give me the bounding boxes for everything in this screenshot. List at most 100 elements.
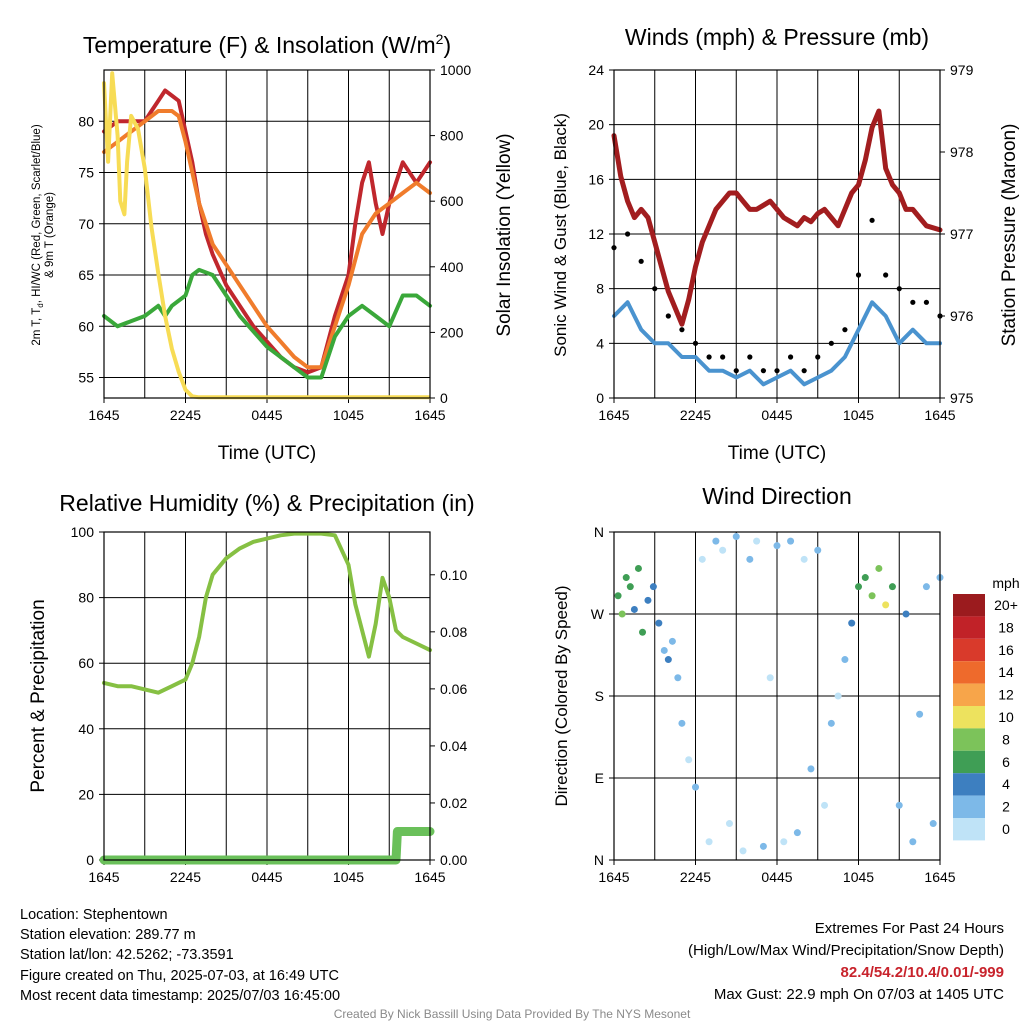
gust-point xyxy=(883,272,889,278)
direction-point xyxy=(634,564,642,572)
gust-point xyxy=(760,368,767,374)
direction-point xyxy=(685,756,693,764)
temp-ylabel-left: 2m T, Td, HI/WC (Red, Green, Scarlet/Blu… xyxy=(31,124,45,345)
y2-tick-label: 200 xyxy=(440,324,464,340)
colorbar-swatch xyxy=(953,616,985,639)
y-tick-label: 8 xyxy=(596,281,604,297)
colorbar-swatch xyxy=(953,795,985,818)
station-elevation: Station elevation: 289.77 m xyxy=(20,927,196,944)
direction-point xyxy=(668,637,676,645)
direction-point xyxy=(719,546,727,554)
colorbar-swatch xyxy=(953,594,985,617)
gust-point xyxy=(747,354,753,360)
y2-tick-label: 0.00 xyxy=(440,852,467,868)
y2-tick-label: 976 xyxy=(950,308,974,324)
gust-point xyxy=(733,368,739,374)
max-gust: Max Gust: 22.9 mph On 07/03 at 1405 UTC xyxy=(713,986,1004,1003)
colorbar-swatch xyxy=(953,773,985,796)
direction-point xyxy=(698,555,706,563)
plot-frame xyxy=(103,531,431,861)
colorbar-label: 0 xyxy=(1002,821,1010,837)
y-tick-label: N xyxy=(594,852,604,868)
dir-panel-title: Wind Direction xyxy=(702,483,852,509)
figure-created: Figure created on Thu, 2025-07-03, at 16… xyxy=(20,967,339,984)
y2-tick-label: 400 xyxy=(440,259,464,275)
direction-point xyxy=(875,564,883,572)
gust-point xyxy=(624,231,631,237)
y-tick-label: 80 xyxy=(78,590,94,606)
gust-point xyxy=(652,286,658,292)
y-tick-label: 80 xyxy=(78,113,94,129)
x-tick-label: 2245 xyxy=(170,407,201,423)
direction-point xyxy=(753,537,761,545)
temp-xlabel: Time (UTC) xyxy=(218,443,317,464)
recent-timestamp: Most recent data timestamp: 2025/07/03 1… xyxy=(20,987,341,1004)
y-tick-label: 4 xyxy=(596,335,604,351)
x-tick-label: 1645 xyxy=(598,869,629,885)
gust-point xyxy=(720,354,726,360)
y-tick-label: E xyxy=(595,770,604,786)
gust-point xyxy=(679,327,685,333)
direction-point xyxy=(725,820,733,828)
gust-point xyxy=(801,368,807,374)
x-tick-label: 1645 xyxy=(924,869,955,885)
gust-point xyxy=(665,313,671,319)
station-latlon: Station lat/lon: 42.5262; -73.3591 xyxy=(20,947,234,964)
direction-point xyxy=(814,546,822,554)
y-tick-label: 60 xyxy=(78,318,94,334)
direction-point xyxy=(855,583,862,591)
y2-tick-label: 977 xyxy=(950,226,974,242)
y-tick-label: 20 xyxy=(78,786,94,802)
x-tick-label: 1645 xyxy=(88,869,119,885)
extremes-legend: (High/Low/Max Wind/Precipitation/Snow De… xyxy=(688,942,1004,959)
direction-point xyxy=(827,719,835,727)
direction-point xyxy=(800,555,808,563)
colorbar-label: 20+ xyxy=(994,597,1018,613)
gust-point xyxy=(869,217,875,223)
series-station-pressure xyxy=(611,108,943,327)
direction-point xyxy=(902,610,910,618)
gust-point xyxy=(855,272,862,278)
extremes-box: Extremes For Past 24 Hours (High/Low/Max… xyxy=(688,918,1004,1006)
x-tick-label: 2245 xyxy=(170,869,201,885)
direction-point xyxy=(622,574,630,582)
y-tick-label: 70 xyxy=(78,216,94,232)
x-tick-label: 1045 xyxy=(843,407,874,423)
extremes-title: Extremes For Past 24 Hours xyxy=(814,920,1004,937)
gust-point xyxy=(896,286,902,292)
winds-pressure-chart: 0 4 8 12 16 20 24 975 976 977 978 979 1645 2245 0445 10… xyxy=(588,62,973,423)
direction-point xyxy=(868,592,876,600)
colorbar-label: 10 xyxy=(998,709,1014,725)
gust-point xyxy=(787,354,794,360)
direction-point xyxy=(929,820,937,828)
y2-tick-label: 979 xyxy=(950,62,974,78)
series-rh xyxy=(102,531,432,695)
series-td xyxy=(102,267,432,380)
series-solar-insolation xyxy=(102,71,431,400)
direction-point xyxy=(644,596,652,604)
direction-point xyxy=(626,583,634,591)
x-tick-label: 2245 xyxy=(680,869,711,885)
x-tick-label: 1645 xyxy=(598,407,629,423)
colorbar-swatch xyxy=(953,683,985,706)
direction-point xyxy=(834,692,842,700)
y-tick-label: N xyxy=(594,524,604,540)
temp-ylabel-left-line2: & 9m T (Orange) xyxy=(44,192,56,278)
x-tick-label: 1645 xyxy=(88,407,119,423)
x-tick-label: 1045 xyxy=(333,869,364,885)
direction-point xyxy=(712,537,720,545)
y2-tick-label: 978 xyxy=(950,144,974,160)
colorbar-swatch xyxy=(953,638,985,662)
gust-point xyxy=(706,354,712,360)
direction-point xyxy=(649,583,657,591)
y2-tick-label: 1000 xyxy=(440,62,471,78)
direction-point xyxy=(787,537,795,545)
series-sonic-wind xyxy=(612,300,942,387)
direction-point xyxy=(888,583,896,591)
y2-tick-label: 800 xyxy=(440,128,464,144)
direction-point xyxy=(692,783,699,791)
x-tick-label: 1645 xyxy=(414,869,445,885)
colorbar-label: 18 xyxy=(998,619,1014,635)
dir-ylabel-left: Direction (Colored By Speed) xyxy=(552,585,571,806)
colorbar-label: 2 xyxy=(1002,799,1010,815)
